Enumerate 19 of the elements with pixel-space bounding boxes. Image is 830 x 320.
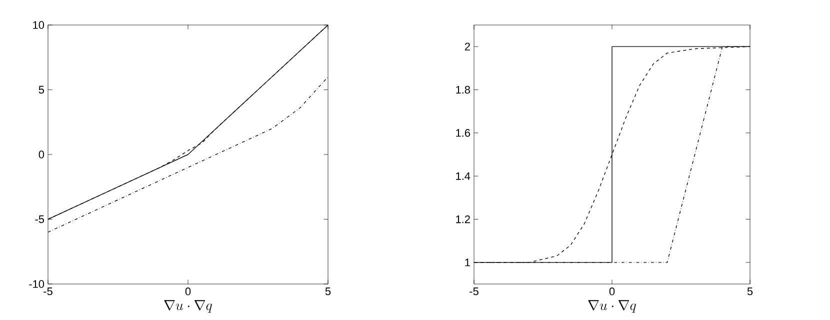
- y-tick-label: 10: [33, 21, 44, 29]
- x-tick-label: -5: [470, 288, 478, 296]
- x-tick-label: 5: [325, 288, 331, 296]
- y-tick-label: -10: [29, 280, 44, 288]
- x-axis-title: $\nabla u\cdot\nabla q$: [164, 300, 212, 313]
- x-tick-label: -5: [44, 288, 52, 296]
- x-tick-label: 5: [747, 288, 753, 296]
- y-tick-label: 1.2: [456, 215, 470, 224]
- x-axis-title: $\nabla u\cdot\nabla q$: [588, 300, 636, 313]
- y-tick-label: 1.4: [456, 172, 470, 180]
- y-tick-label: 1.8: [456, 86, 470, 94]
- y-tick-label: 2: [464, 42, 470, 50]
- x-tick-label: 0: [185, 288, 191, 296]
- y-tick-label: 0: [38, 150, 44, 158]
- y-tick-label: 5: [38, 86, 44, 94]
- y-tick-label: 1: [465, 258, 470, 266]
- y-tick-label: -5: [35, 215, 44, 224]
- y-tick-label: 1.6: [456, 129, 470, 137]
- x-tick-label: 0: [609, 288, 615, 296]
